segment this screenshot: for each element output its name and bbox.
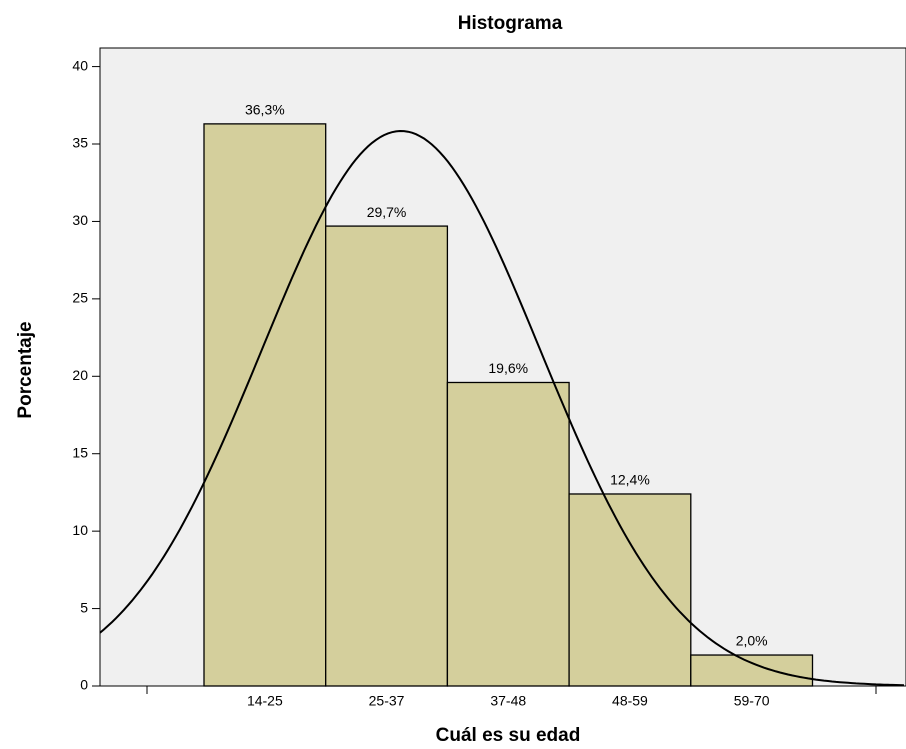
y-tick-label: 0 xyxy=(80,677,88,693)
y-tick-label: 10 xyxy=(72,522,88,538)
x-tick-label: 48-59 xyxy=(612,693,648,709)
y-tick-label: 20 xyxy=(72,367,88,383)
y-tick-label: 25 xyxy=(72,290,88,306)
y-tick-label: 5 xyxy=(80,599,88,615)
bar xyxy=(325,225,449,687)
y-tick-label: 15 xyxy=(72,444,88,460)
x-tick-label: 14-25 xyxy=(247,693,283,709)
bar xyxy=(568,493,692,687)
chart-title: Histograma xyxy=(458,13,563,34)
x-axis-label: Cuál es su edad xyxy=(436,725,581,746)
bar xyxy=(446,381,570,687)
x-tick-label: 37-48 xyxy=(490,693,526,709)
x-tick-label: 25-37 xyxy=(369,693,405,709)
x-tick-label: 59-70 xyxy=(734,693,770,709)
value-label: 12,4% xyxy=(610,472,650,488)
y-axis-label: Porcentaje xyxy=(15,321,36,418)
bar xyxy=(690,654,814,687)
value-label: 36,3% xyxy=(245,102,285,118)
normal-curve xyxy=(99,129,905,687)
y-tick-label: 30 xyxy=(72,212,88,228)
bar xyxy=(203,123,327,687)
value-label: 2,0% xyxy=(736,633,768,649)
value-label: 19,6% xyxy=(488,360,528,376)
y-tick-label: 40 xyxy=(72,57,88,73)
y-tick-label: 35 xyxy=(72,135,88,151)
value-label: 29,7% xyxy=(367,204,407,220)
